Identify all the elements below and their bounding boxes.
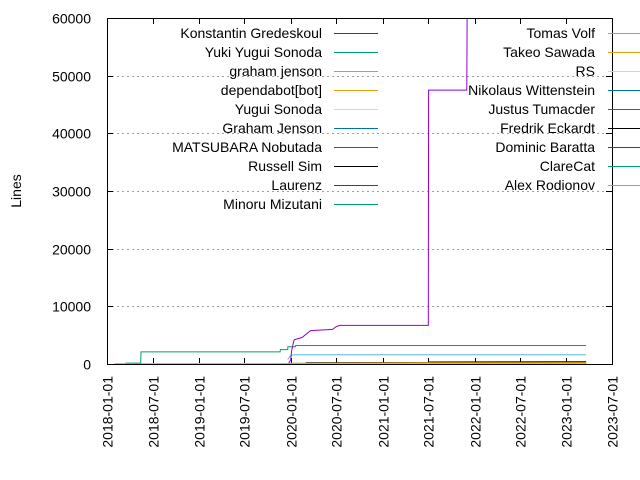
y-tick-label: 0: [83, 357, 91, 373]
legend-label: Russell Sim: [248, 158, 322, 174]
x-tick-label: 2022-01-01: [468, 376, 484, 448]
series-line: [125, 345, 587, 364]
legend-label: ClareCat: [540, 158, 595, 174]
y-tick-label: 40000: [52, 126, 91, 142]
legend-label: Alex Rodionov: [505, 177, 595, 193]
ticks-layer: 0 10000 20000 30000 40000 50000 60000 2018-01-0…: [52, 11, 620, 448]
legend-label: MATSUBARA Nobutada: [172, 139, 322, 155]
x-tick-label: 2020-07-01: [329, 376, 345, 448]
legend-label: RS: [576, 63, 595, 79]
legend-label: Konstantin Gredeskoul: [180, 25, 322, 41]
y-tick-label: 20000: [52, 242, 91, 258]
legend-label: Yuki Yugui Sonoda: [205, 44, 323, 60]
legend-label: Tomas Volf: [527, 25, 596, 41]
x-tick-label: 2022-07-01: [513, 376, 529, 448]
legend-label: dependabot[bot]: [221, 82, 322, 98]
x-tick-label: 2018-01-01: [100, 376, 116, 448]
x-tick-label: 2019-07-01: [237, 376, 253, 448]
x-tick-label: 2018-07-01: [146, 376, 162, 448]
series-line: [288, 17, 468, 364]
legend-label: Graham Jenson: [222, 120, 322, 136]
legend-label: Justus Tumacder: [488, 101, 595, 117]
x-tick-label: 2023-07-01: [605, 376, 621, 448]
series-line: [287, 354, 587, 360]
x-tick-label: 2020-01-01: [284, 376, 300, 448]
legend: Konstantin Gredeskoul Yuki Yugui Sonoda gr…: [172, 25, 640, 212]
x-tick-label: 2023-01-01: [559, 376, 575, 448]
legend-label: Yugui Sonoda: [235, 101, 322, 117]
legend-label: Minoru Mizutani: [223, 196, 322, 212]
x-tick-label: 2019-01-01: [192, 376, 208, 448]
plot-frame: [107, 18, 613, 365]
x-tick-label: 2021-01-01: [376, 376, 392, 448]
y-tick-label: 30000: [52, 184, 91, 200]
x-tick-label: 2021-07-01: [421, 376, 437, 448]
legend-label: Takeo Sawada: [503, 44, 595, 60]
y-tick-label: 10000: [52, 299, 91, 315]
grid-layer: [107, 76, 612, 307]
legend-label: Fredrik Eckardt: [500, 120, 595, 136]
series-line: [287, 362, 587, 364]
legend-label: graham jenson: [229, 63, 322, 79]
y-tick-label: 60000: [52, 11, 91, 27]
y-tick-label: 50000: [52, 69, 91, 85]
y-axis-label: Lines: [8, 174, 24, 207]
legend-label: Nikolaus Wittenstein: [468, 82, 595, 98]
legend-label: Laurenz: [271, 177, 322, 193]
legend-label: Dominic Baratta: [495, 139, 595, 155]
